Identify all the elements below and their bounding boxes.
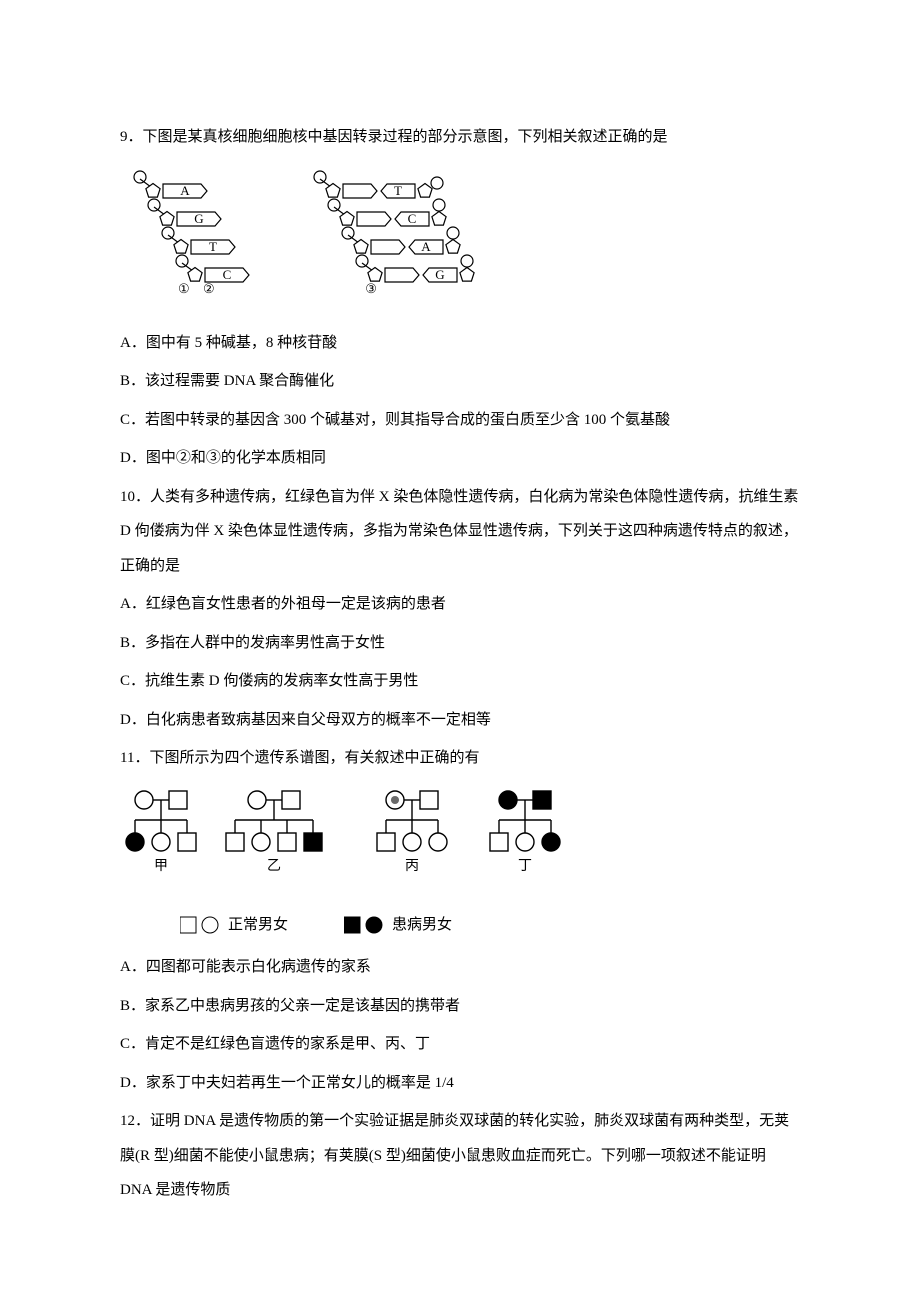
q10-opt-b: B．多指在人群中的发病率男性高于女性 [120, 626, 800, 661]
q9-diagram: AGTC①②TCAG③ [120, 163, 800, 318]
q11-opt-b: B．家系乙中患病男孩的父亲一定是该基因的携带者 [120, 989, 800, 1024]
svg-text:丁: 丁 [518, 859, 532, 874]
q11-diagram: 甲 乙 丙 丁 正常男女 患病男女 [120, 784, 800, 943]
svg-text:A: A [180, 183, 190, 198]
q10-opt-c: C．抗维生素 D 佝偻病的发病率女性高于男性 [120, 664, 800, 699]
q10-opt-a: A．红绿色盲女性患者的外祖母一定是该病的患者 [120, 587, 800, 622]
svg-text:①: ① [178, 281, 190, 296]
svg-text:A: A [421, 239, 431, 254]
svg-text:甲: 甲 [154, 859, 168, 874]
q11-opt-c: C．肯定不是红绿色盲遗传的家系是甲、丙、丁 [120, 1027, 800, 1062]
svg-text:T: T [209, 239, 217, 254]
q9-opt-b: B．该过程需要 DNA 聚合酶催化 [120, 364, 800, 399]
q9-stem: 9．下图是某真核细胞细胞核中基因转录过程的部分示意图，下列相关叙述正确的是 [120, 120, 800, 155]
q10-opt-d: D．白化病患者致病基因来自父母双方的概率不一定相等 [120, 703, 800, 738]
q11-opt-a: A．四图都可能表示白化病遗传的家系 [120, 950, 800, 985]
svg-text:G: G [435, 267, 444, 282]
svg-text:②: ② [203, 281, 215, 296]
q11-opt-d: D．家系丁中夫妇若再生一个正常女儿的概率是 1/4 [120, 1066, 800, 1101]
q9-opt-c: C．若图中转录的基因含 300 个碱基对，则其指导合成的蛋白质至少含 100 个… [120, 403, 800, 438]
q9-opt-a: A．图中有 5 种碱基，8 种核苷酸 [120, 326, 800, 361]
svg-text:乙: 乙 [267, 858, 281, 874]
legend-normal: 正常男女 [228, 908, 288, 943]
q11-stem: 11．下图所示为四个遗传系谱图，有关叙述中正确的有 [120, 741, 800, 776]
svg-text:C: C [408, 211, 417, 226]
svg-text:丙: 丙 [405, 859, 419, 874]
q10-stem: 10．人类有多种遗传病，红绿色盲为伴 X 染色体隐性遗传病，白化病为常染色体隐性… [120, 480, 800, 584]
svg-text:③: ③ [365, 281, 377, 296]
q11-legend: 正常男女 患病男女 [180, 908, 800, 943]
legend-affected: 患病男女 [392, 908, 452, 943]
q12-stem: 12．证明 DNA 是遗传物质的第一个实验证据是肺炎双球菌的转化实验，肺炎双球菌… [120, 1104, 800, 1208]
svg-text:G: G [194, 211, 203, 226]
svg-text:T: T [394, 183, 402, 198]
q9-opt-d: D．图中②和③的化学本质相同 [120, 441, 800, 476]
svg-text:C: C [223, 267, 232, 282]
